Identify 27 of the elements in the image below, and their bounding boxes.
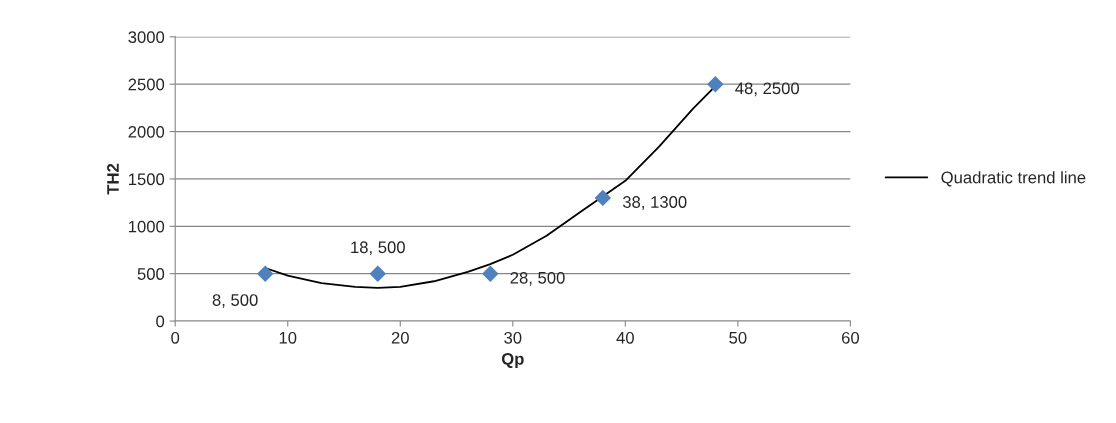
point xyxy=(594,189,612,207)
x-tick-label: 60 xyxy=(841,331,860,344)
data-label: 28, 500 xyxy=(510,271,565,286)
y-tick-label: 2500 xyxy=(128,78,165,91)
data-label: 8, 500 xyxy=(212,294,258,308)
data-label: 18, 500 xyxy=(351,241,405,256)
point xyxy=(369,265,386,282)
x-tick-label: 50 xyxy=(729,331,747,344)
y-tick-label: 500 xyxy=(137,268,165,280)
point xyxy=(482,265,499,282)
y-tick-label: 1500 xyxy=(128,173,165,186)
point xyxy=(707,75,724,93)
point xyxy=(257,265,274,282)
x-axis-title: Qp xyxy=(501,353,524,369)
y-axis-title: TH2 xyxy=(107,163,119,195)
x-tick-label: 0 xyxy=(171,331,180,344)
x-tick-label: 20 xyxy=(391,331,409,344)
legend-label: Quadratic trend line xyxy=(941,171,1086,187)
y-tick-label: 1000 xyxy=(128,220,165,233)
x-tick-label: 40 xyxy=(616,331,634,344)
y-tick-label: 0 xyxy=(156,315,165,328)
x-tick-label: 10 xyxy=(279,331,297,344)
data-label: 38, 1300 xyxy=(622,196,687,210)
y-tick-label: 3000 xyxy=(128,31,165,43)
x-tick-label: 30 xyxy=(504,331,522,344)
data-label: 48, 2500 xyxy=(735,82,800,97)
y-tick-label: 2000 xyxy=(128,125,165,138)
